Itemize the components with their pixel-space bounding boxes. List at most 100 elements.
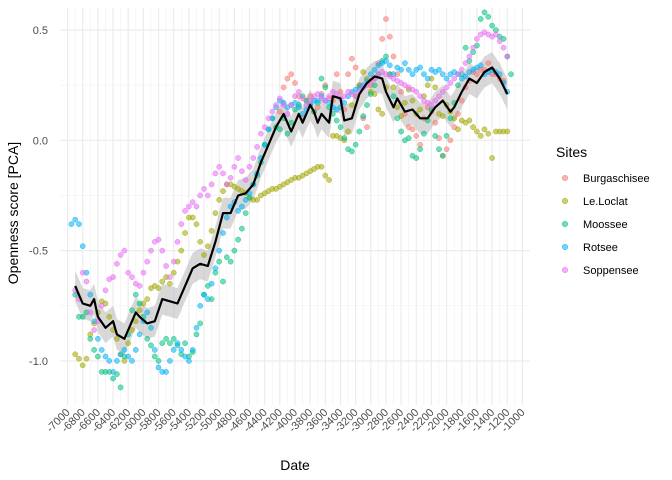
point-moossee (132, 291, 139, 298)
point-soppensee (136, 283, 143, 289)
point-burgaschisee (386, 33, 393, 40)
point-moossee (216, 258, 223, 265)
point-rotsee (242, 197, 249, 203)
point-burgaschisee (474, 71, 480, 78)
point-moossee (193, 331, 200, 338)
point-moossee (170, 335, 177, 342)
point-soppensee (102, 287, 109, 294)
point-rotsee (163, 369, 169, 375)
point-soppensee (295, 88, 302, 95)
point-le-loclat (193, 221, 200, 227)
point-burgaschisee (364, 124, 370, 130)
point-moossee (322, 84, 329, 91)
point-le-loclat (216, 197, 223, 203)
point-soppensee (299, 95, 306, 102)
point-le-loclat (477, 133, 484, 139)
point-soppensee (98, 302, 105, 309)
legend-label: Le.Loclat (583, 196, 628, 208)
point-rotsee (189, 347, 196, 353)
point-le-loclat (197, 238, 204, 245)
point-soppensee (79, 269, 86, 276)
point-le-loclat (201, 252, 207, 258)
point-le-loclat (155, 285, 162, 291)
point-moossee (159, 340, 166, 347)
point-soppensee (231, 163, 238, 170)
point-rotsee (144, 309, 151, 316)
point-soppensee (125, 269, 132, 276)
point-soppensee (258, 130, 264, 137)
point-soppensee (439, 88, 446, 95)
y-axis-title: Openness score [PCA] (5, 142, 21, 284)
point-moossee (110, 375, 116, 382)
point-rotsee (239, 203, 245, 210)
point-rotsee (98, 347, 105, 353)
point-rotsee (136, 331, 143, 338)
point-moossee (95, 353, 101, 360)
point-rotsee (417, 64, 423, 71)
point-soppensee (341, 93, 348, 100)
y-tick-label: -0.5 (29, 246, 48, 258)
point-rotsee (167, 358, 173, 364)
point-rotsee (197, 302, 204, 309)
point-burgaschisee (379, 36, 386, 42)
point-moossee (439, 152, 446, 159)
point-le-loclat (125, 340, 132, 347)
point-rotsee (201, 291, 207, 298)
point-moossee (182, 340, 188, 347)
point-soppensee (91, 327, 97, 333)
point-le-loclat (212, 210, 219, 216)
point-moossee (390, 93, 397, 100)
point-rotsee (421, 71, 427, 78)
point-burgaschisee (398, 88, 404, 95)
point-soppensee (261, 124, 268, 130)
point-soppensee (451, 75, 458, 82)
point-rotsee (220, 230, 226, 236)
point-le-loclat (144, 296, 151, 302)
point-rotsee (208, 280, 215, 287)
point-soppensee (447, 80, 454, 86)
point-moossee (129, 307, 135, 314)
legend-label: Soppensee (583, 265, 639, 277)
point-soppensee (212, 170, 219, 177)
point-le-loclat (360, 69, 367, 75)
point-moossee (432, 133, 439, 139)
point-moossee (117, 384, 124, 391)
point-moossee (144, 335, 151, 342)
point-rotsee (235, 208, 241, 214)
point-burgaschisee (352, 64, 359, 71)
point-soppensee (292, 93, 298, 100)
point-burgaschisee (292, 80, 298, 86)
x-axis-title: Date (280, 457, 310, 473)
point-le-loclat (76, 355, 82, 362)
point-le-loclat (322, 172, 329, 179)
point-soppensee (216, 163, 223, 170)
legend-title: Sites (556, 144, 587, 160)
trend-line (74, 66, 509, 340)
point-soppensee (208, 181, 215, 188)
point-burgaschisee (455, 111, 461, 117)
legend: Sites Burgaschisee Le.Loclat Moossee Rotsee… (556, 144, 650, 277)
point-soppensee (303, 102, 310, 108)
point-soppensee (322, 97, 329, 104)
point-le-loclat (455, 126, 461, 133)
point-burgaschisee (349, 55, 355, 62)
point-rotsee (383, 58, 389, 64)
point-soppensee (204, 192, 211, 199)
point-soppensee (474, 36, 480, 42)
point-le-loclat (345, 128, 351, 135)
point-le-loclat (132, 318, 139, 325)
point-rotsee (148, 324, 154, 331)
point-rotsee (106, 358, 113, 364)
point-soppensee (163, 263, 169, 269)
point-soppensee (269, 108, 276, 115)
point-burgaschisee (485, 60, 492, 66)
point-moossee (151, 353, 158, 360)
point-soppensee (148, 247, 154, 254)
point-moossee (341, 135, 348, 141)
point-rotsee (182, 353, 188, 360)
point-moossee (356, 128, 363, 135)
point-rotsee (436, 66, 442, 73)
point-moossee (167, 340, 173, 347)
point-soppensee (186, 203, 192, 210)
